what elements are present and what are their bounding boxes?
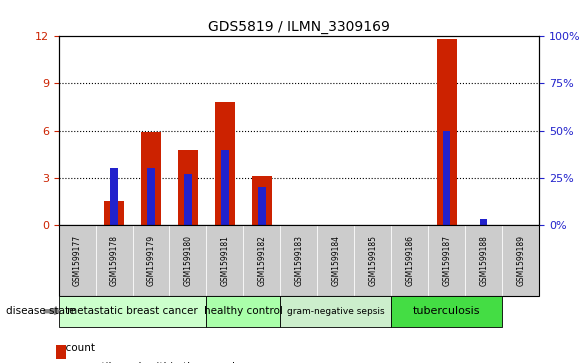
Bar xyxy=(178,150,198,225)
Bar xyxy=(443,131,451,225)
Bar xyxy=(480,219,488,225)
Text: GSM1599179: GSM1599179 xyxy=(146,235,155,286)
Text: GSM1599189: GSM1599189 xyxy=(516,235,525,286)
Bar xyxy=(147,168,155,225)
Text: tuberculosis: tuberculosis xyxy=(413,306,481,316)
Text: GSM1599183: GSM1599183 xyxy=(294,235,304,286)
Bar xyxy=(252,176,272,225)
Text: GSM1599185: GSM1599185 xyxy=(368,235,377,286)
Title: GDS5819 / ILMN_3309169: GDS5819 / ILMN_3309169 xyxy=(208,20,390,34)
Text: GSM1599184: GSM1599184 xyxy=(331,235,340,286)
Text: gram-negative sepsis: gram-negative sepsis xyxy=(287,307,384,316)
Bar xyxy=(258,187,265,225)
Bar xyxy=(437,40,457,225)
Text: GSM1599180: GSM1599180 xyxy=(183,235,192,286)
Text: GSM1599186: GSM1599186 xyxy=(406,235,414,286)
Bar xyxy=(222,150,229,225)
Text: metastatic breast cancer: metastatic breast cancer xyxy=(67,306,198,316)
Bar xyxy=(141,132,161,225)
Text: GSM1599177: GSM1599177 xyxy=(73,235,81,286)
Text: GSM1599182: GSM1599182 xyxy=(257,235,267,286)
Text: count: count xyxy=(59,343,94,354)
Text: GSM1599178: GSM1599178 xyxy=(110,235,118,286)
Text: percentile rank within the sample: percentile rank within the sample xyxy=(59,362,241,363)
Bar xyxy=(184,174,192,225)
Text: GSM1599187: GSM1599187 xyxy=(442,235,451,286)
Text: disease state: disease state xyxy=(6,306,76,316)
Bar xyxy=(104,201,124,225)
Text: healthy control: healthy control xyxy=(204,306,283,316)
Bar xyxy=(214,102,235,225)
Text: GSM1599188: GSM1599188 xyxy=(479,235,488,286)
Text: GSM1599181: GSM1599181 xyxy=(220,235,230,286)
Bar xyxy=(110,168,118,225)
